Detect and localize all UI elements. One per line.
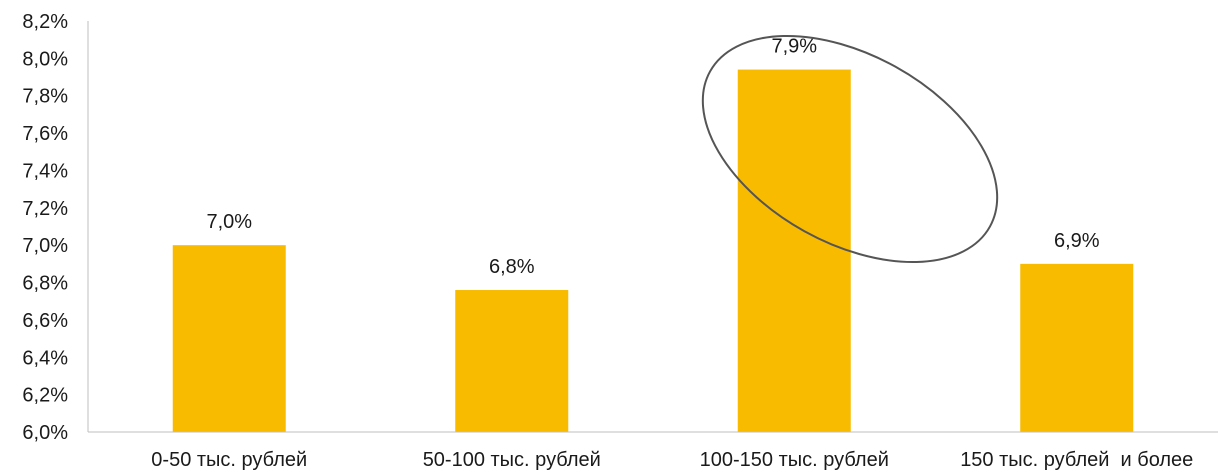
y-tick-label: 7,4% xyxy=(22,160,68,182)
y-tick-label: 7,0% xyxy=(22,235,68,257)
y-tick-label: 6,4% xyxy=(22,347,68,369)
data-label: 7,9% xyxy=(771,36,817,58)
y-tick-label: 8,2% xyxy=(22,11,68,33)
category-label: 100-150 тыс. рублей xyxy=(700,449,889,471)
y-tick-label: 6,2% xyxy=(22,385,68,407)
y-tick-label: 6,8% xyxy=(22,273,68,295)
y-tick-label: 7,8% xyxy=(22,86,68,108)
data-label: 6,8% xyxy=(489,256,535,278)
highlight-ellipse xyxy=(701,34,999,264)
data-label: 7,0% xyxy=(206,211,252,233)
bar xyxy=(1020,263,1134,432)
y-tick-label: 8,0% xyxy=(22,48,68,70)
data-label: 6,9% xyxy=(1054,230,1100,252)
bar xyxy=(172,245,286,432)
y-axis-ticks: 6,0% 6,2% 6,4% 6,6% 6,8% 7,0% 7,2% 7,4% 7,6% 7,8%… xyxy=(22,11,68,444)
y-tick-label: 6,0% xyxy=(22,422,68,444)
category-labels: 0-50 тыс. рублей 50-100 тыс. рублей 100-15… xyxy=(151,449,1193,471)
bar xyxy=(737,69,851,432)
y-tick-label: 7,6% xyxy=(22,123,68,145)
bars xyxy=(172,69,1134,432)
bar xyxy=(455,290,569,432)
category-label: 50-100 тыс. рублей xyxy=(423,449,601,471)
category-label: 0-50 тыс. рублей xyxy=(151,449,307,471)
category-label: 150 тыс. рублей и более xyxy=(960,449,1193,471)
y-tick-label: 7,2% xyxy=(22,198,68,220)
y-tick-label: 6,6% xyxy=(22,310,68,332)
data-labels: 7,0% 6,8% 7,9% 6,9% xyxy=(206,36,1099,278)
